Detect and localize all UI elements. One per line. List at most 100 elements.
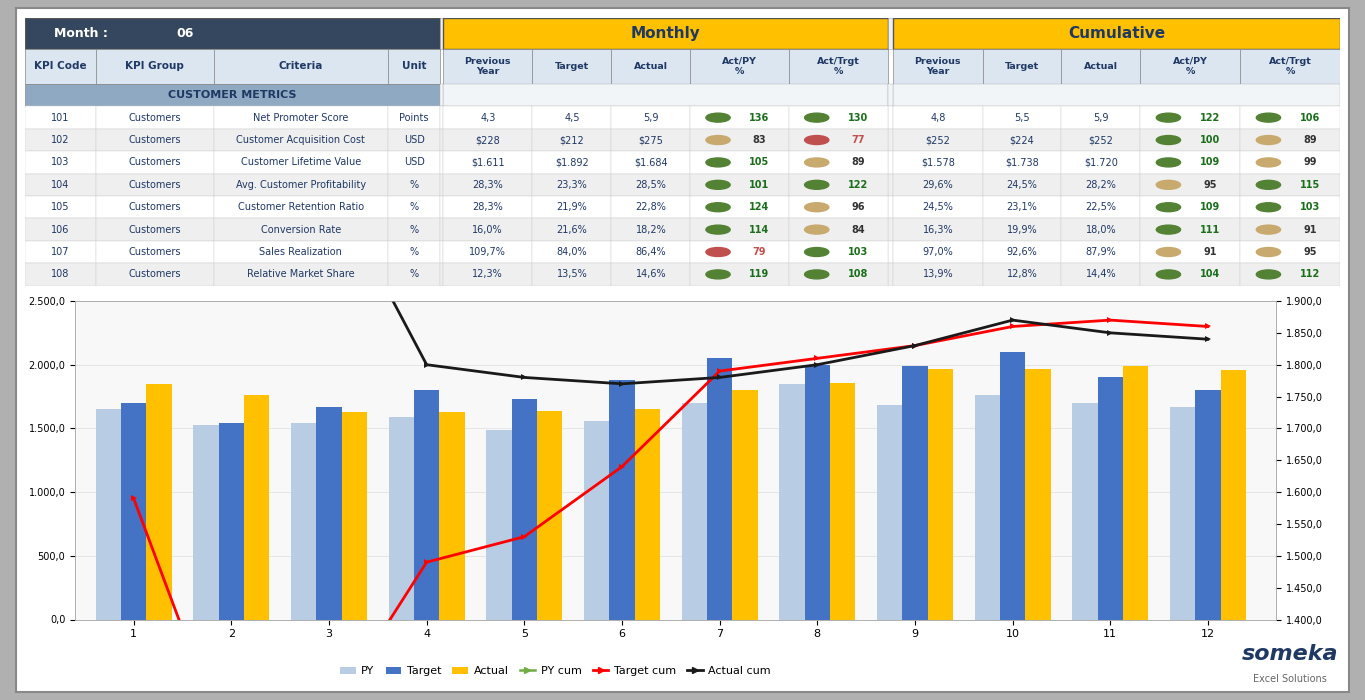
Bar [691,151,789,174]
Text: KPI Code: KPI Code [34,62,86,71]
Text: 19,9%: 19,9% [1006,225,1037,235]
Line: Actual cum: Actual cum [130,55,1211,387]
Text: 89: 89 [1304,135,1317,145]
Bar [25,263,96,286]
Bar [536,411,562,620]
Bar [532,174,612,196]
Text: Month :: Month : [53,27,108,40]
Text: $228: $228 [475,135,500,145]
Bar [444,241,532,263]
Ellipse shape [1156,181,1181,189]
Text: 77: 77 [852,135,865,145]
Bar [691,106,789,129]
Text: Customers: Customers [128,270,182,279]
Text: Excel Solutions: Excel Solutions [1253,674,1327,684]
Bar [635,410,661,620]
Text: Customers: Customers [128,113,182,122]
Bar [612,263,691,286]
Bar [1140,263,1241,286]
Bar [444,106,532,129]
Bar [804,365,830,620]
Text: Unit: Unit [401,62,426,71]
Text: 107: 107 [51,247,70,257]
Bar [444,196,532,218]
Ellipse shape [706,270,730,279]
Text: 13,5%: 13,5% [557,270,587,279]
Bar [96,174,214,196]
Text: 4,8: 4,8 [930,113,946,122]
Ellipse shape [706,136,730,144]
Bar [789,196,887,218]
Bar [388,49,441,84]
Bar [1241,263,1340,286]
Bar [887,151,893,174]
Ellipse shape [1156,270,1181,279]
Bar [612,151,691,174]
Actual cum [516,373,532,382]
PY cum [1102,685,1118,694]
Bar [1140,196,1241,218]
Ellipse shape [706,113,730,122]
Text: Sales Realization: Sales Realization [259,247,343,257]
Ellipse shape [706,248,730,256]
Ellipse shape [804,270,829,279]
Bar [441,241,444,263]
Bar [789,151,887,174]
Bar [441,151,444,174]
Text: 84: 84 [852,225,865,235]
Bar [1140,218,1241,241]
Ellipse shape [1156,113,1181,122]
Text: KPI Group: KPI Group [126,62,184,71]
Text: 14,4%: 14,4% [1085,270,1117,279]
Bar [96,410,121,620]
Bar [691,129,789,151]
Bar [214,196,388,218]
Bar [887,84,893,106]
Bar [983,218,1062,241]
Bar [612,218,691,241]
Bar [691,263,789,286]
Text: $252: $252 [1088,135,1114,145]
Text: 111: 111 [1200,225,1220,235]
Bar [789,218,887,241]
Text: 83: 83 [752,135,766,145]
Target cum [126,494,142,503]
Text: 99: 99 [1304,158,1317,167]
Bar [893,241,983,263]
Bar [388,129,441,151]
Target cum [1102,316,1118,324]
Bar [1062,218,1140,241]
Bar [1062,129,1140,151]
Text: 115: 115 [1301,180,1320,190]
Text: 21,9%: 21,9% [557,202,587,212]
Bar [893,151,983,174]
Text: 28,2%: 28,2% [1085,180,1117,190]
Bar [887,106,893,129]
Bar [441,84,444,106]
Bar [444,18,887,49]
Bar [388,151,441,174]
Bar [928,368,953,620]
Text: 108: 108 [51,270,70,279]
Line: PY cum: PY cum [130,629,1211,700]
Bar [214,129,388,151]
Text: 18,0%: 18,0% [1085,225,1117,235]
Text: 4,3: 4,3 [480,113,495,122]
Text: 5,9: 5,9 [1093,113,1108,122]
PY cum [1200,673,1216,681]
Text: Previous
Year: Previous Year [915,57,961,76]
Ellipse shape [1256,181,1280,189]
Actual cum [711,373,728,382]
Bar [25,84,441,106]
Text: Previous
Year: Previous Year [464,57,511,76]
Bar [96,263,214,286]
Bar [893,18,1340,49]
Bar [218,424,244,620]
Bar [532,218,612,241]
Text: $275: $275 [639,135,663,145]
Text: USD: USD [404,135,425,145]
Text: Customer Acquisition Cost: Customer Acquisition Cost [236,135,366,145]
Text: 114: 114 [749,225,770,235]
Bar [1062,174,1140,196]
Text: Act/PY
%: Act/PY % [1173,57,1208,76]
